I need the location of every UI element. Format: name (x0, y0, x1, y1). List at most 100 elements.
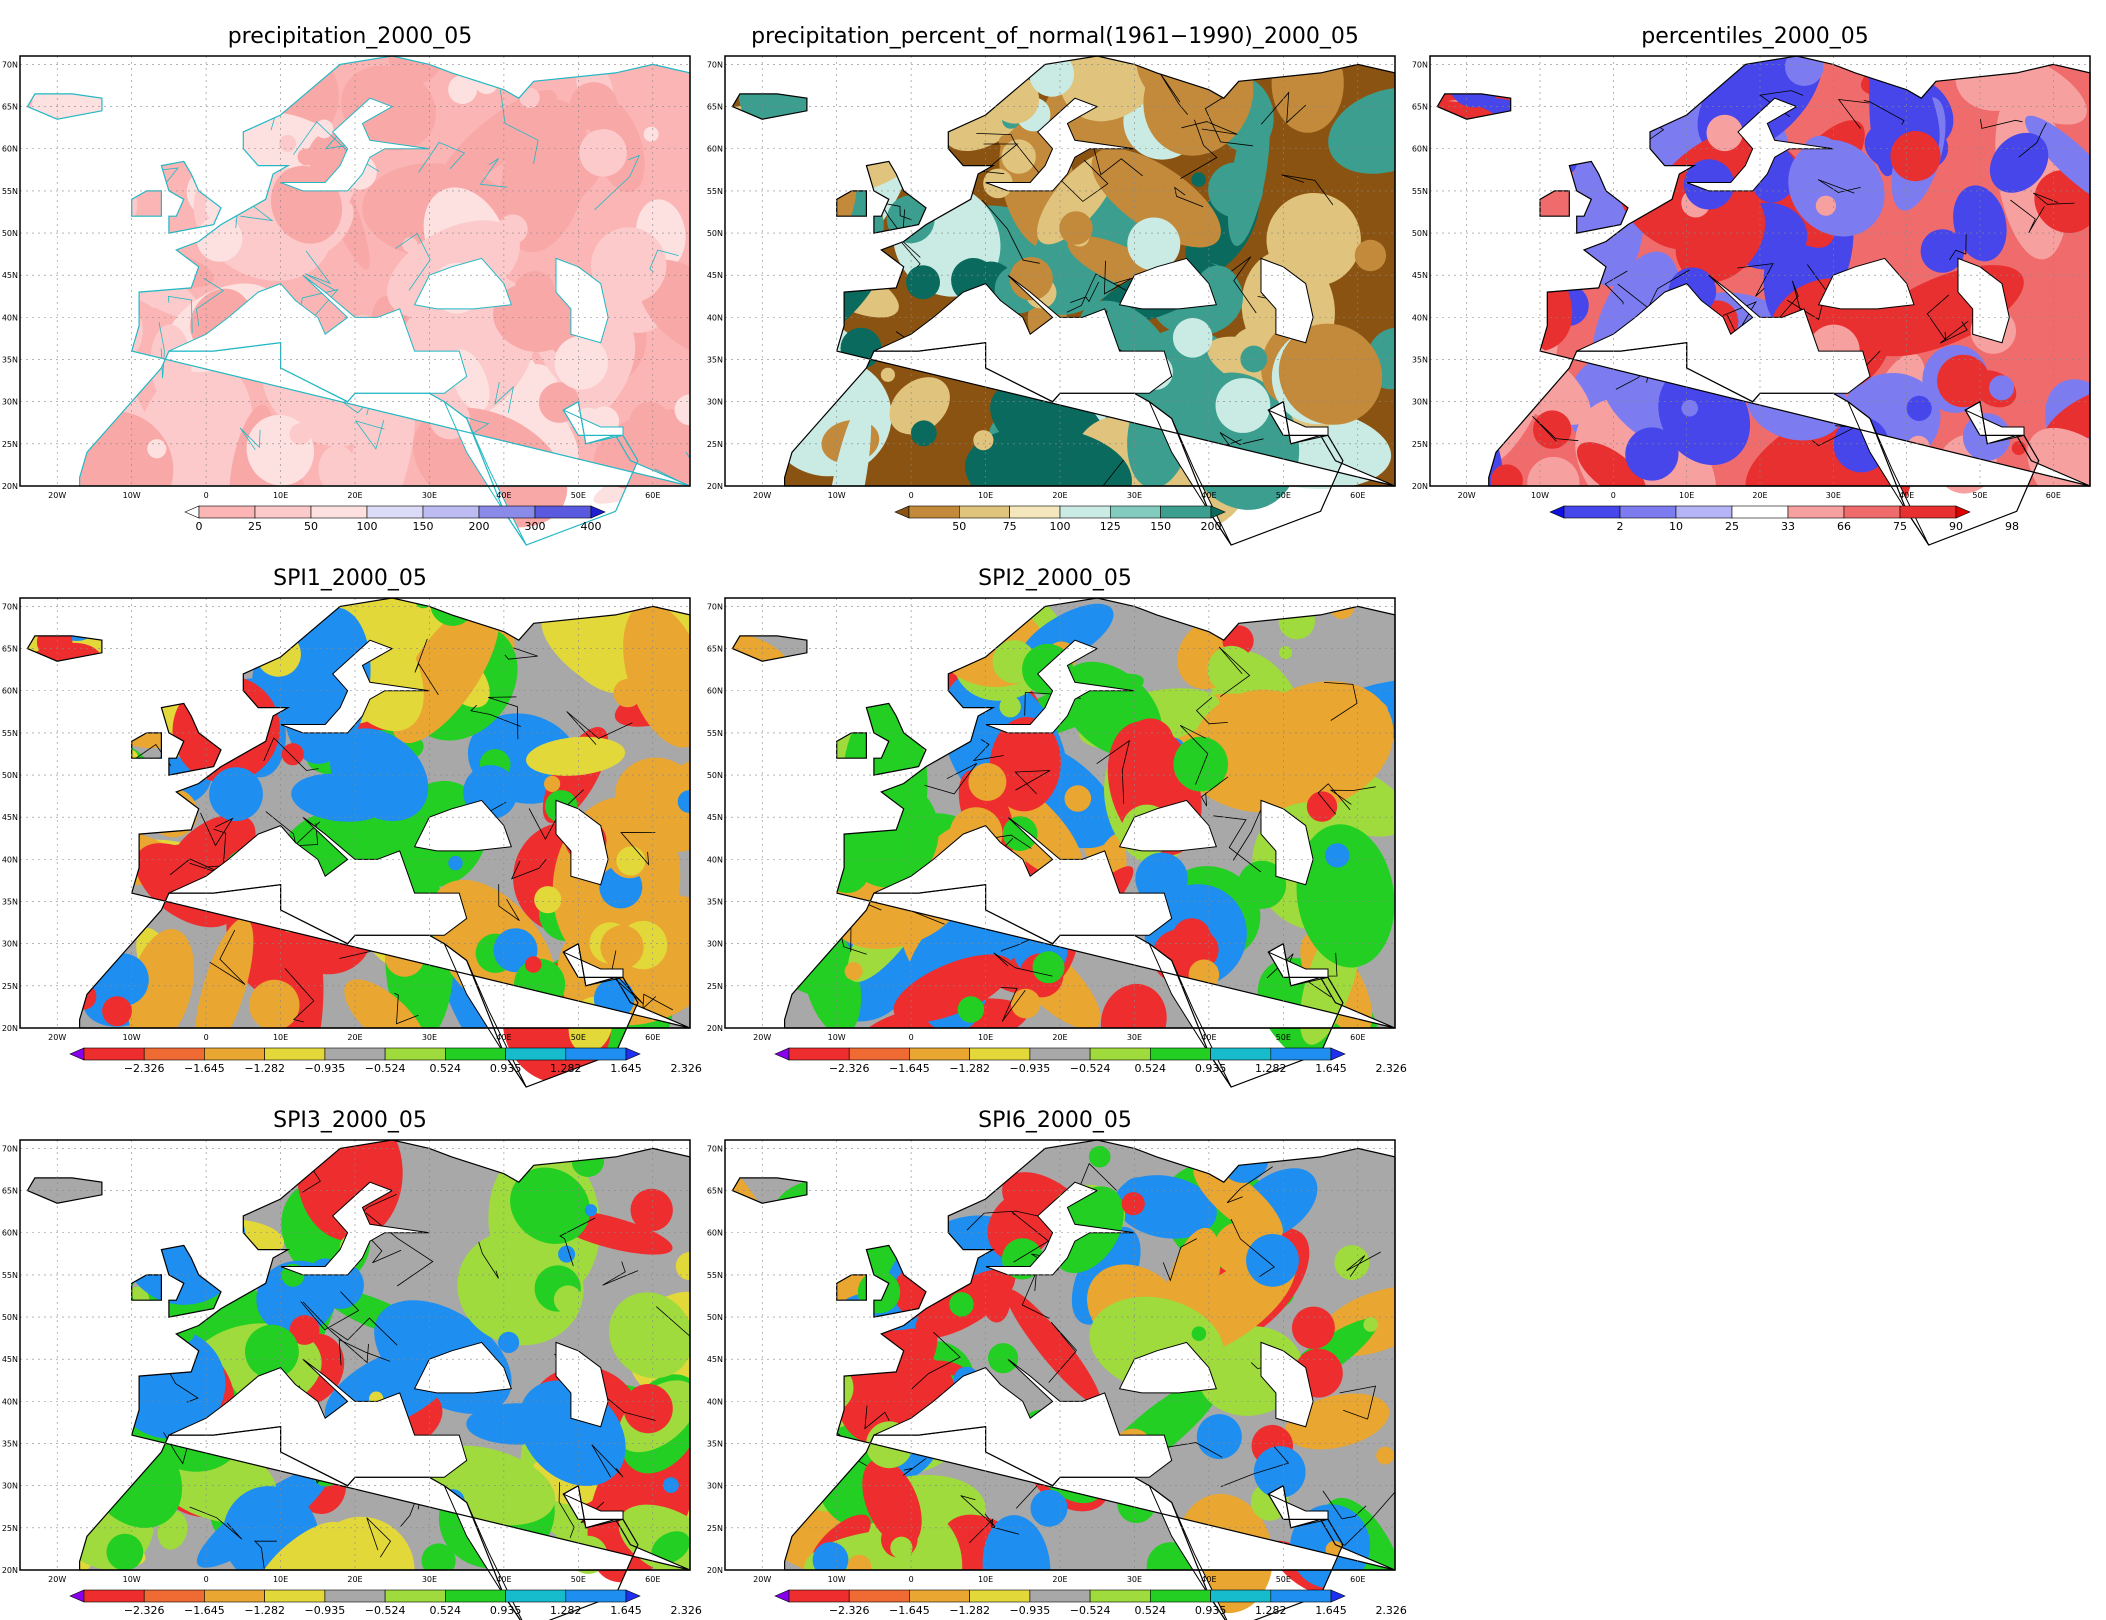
lat-label: 40N (707, 1397, 723, 1406)
lat-label: 20N (707, 1566, 723, 1575)
panel-title: percentiles_2000_05 (1641, 24, 1869, 49)
border-line (504, 647, 538, 660)
lon-label: 10E (273, 1575, 288, 1584)
field-blob (651, 1531, 690, 1564)
lat-label: 20N (2, 1024, 18, 1033)
lon-label: 20E (1752, 491, 1767, 500)
lon-label: 40E (496, 1575, 511, 1584)
sea-area (555, 257, 609, 344)
colorbar-segment (1675, 505, 1733, 519)
colorbar-label: 0.935 (490, 1062, 522, 1075)
border-line (2033, 192, 2075, 205)
field-blob (1296, 824, 1395, 968)
field-blob (1278, 323, 1383, 425)
panel-spi6: SPI6_2000_05 70N 65N 60N 55N 50N 45N 40N 35N 30N 2… (705, 1108, 1407, 1620)
panel-pct: precipitation_percent_of_normal(1961−199… (705, 24, 1405, 546)
colorbar-segment (1109, 505, 1161, 519)
colorbar-segment (444, 1589, 506, 1603)
lat-label: 40N (2, 1397, 18, 1406)
coastline (26, 635, 103, 662)
lon-label: 40E (496, 1033, 511, 1042)
coastline (1568, 160, 1629, 234)
colorbar-label: 0.524 (430, 1604, 462, 1617)
lon-label: 20W (753, 1575, 771, 1584)
lon-label: 10E (273, 491, 288, 500)
colorbar-label: 0.524 (1135, 1604, 1167, 1617)
border-line (510, 859, 547, 880)
border-line (654, 451, 691, 488)
colorbar-segment (1210, 1047, 1272, 1061)
lat-label: 20N (707, 1024, 723, 1033)
lat-label: 60N (2, 145, 18, 154)
border-line (498, 884, 520, 922)
colorbar-segment (894, 505, 910, 519)
border-line (528, 789, 584, 841)
lat-label: 65N (2, 1187, 18, 1196)
colorbar-label: 1.645 (610, 1062, 642, 1075)
lon-label: 30E (1127, 1575, 1142, 1584)
lat-label: 55N (2, 1271, 18, 1280)
field-blob (150, 324, 192, 403)
field-blob (981, 1275, 1011, 1323)
lat-label: 55N (707, 729, 723, 738)
colorbar-label: 2.326 (670, 1604, 702, 1617)
border-line (1021, 1271, 1050, 1319)
colorbar-segment (565, 1589, 627, 1603)
lat-label: 55N (707, 187, 723, 196)
lat-label: 50N (707, 1313, 723, 1322)
colorbar-label: 150 (1150, 520, 1171, 533)
border-line (1604, 270, 1628, 305)
panel-title: SPI3_2000_05 (273, 1108, 427, 1133)
coastline (1488, 55, 2091, 546)
lon-label: 50E (1276, 491, 1291, 500)
colorbar-segment (198, 505, 256, 519)
lon-label: 10W (1531, 491, 1549, 500)
lon-label: 20W (48, 1575, 66, 1584)
lat-label: 35N (2, 356, 18, 365)
lat-label: 50N (707, 229, 723, 238)
colorbar-segment (1160, 505, 1212, 519)
colorbar-segment (909, 1047, 970, 1061)
lon-label: 40E (1201, 491, 1216, 500)
colorbar-label: 25 (1725, 520, 1739, 533)
colorbar-label: 1.282 (550, 1604, 582, 1617)
lat-label: 60N (707, 687, 723, 696)
border-line (1260, 91, 1307, 125)
field-blob (1953, 185, 2007, 262)
colorbar-segment (1089, 1047, 1151, 1061)
border-line (1863, 100, 1905, 125)
colorbar-label: 1.282 (1255, 1604, 1287, 1617)
lat-label: 65N (707, 103, 723, 112)
colorbar-segment (324, 1047, 386, 1061)
map-plot: 70N 65N 60N 55N 50N 45N 40N 35N 30N 25N 20N 20W 10W 0… (707, 55, 1396, 546)
border-line (1000, 934, 1040, 952)
field-blob (987, 1190, 1055, 1261)
lat-label: 30N (2, 1482, 18, 1491)
lat-label: 70N (707, 602, 723, 611)
coastline (865, 160, 927, 234)
lon-label: 60E (645, 1575, 660, 1584)
colorbar-segment (83, 1589, 145, 1603)
field-blob (889, 377, 950, 435)
colorbar-segment (324, 1589, 386, 1603)
border-line (1092, 144, 1143, 177)
border-line (1346, 1251, 1381, 1277)
colorbar-label: 50 (952, 520, 966, 533)
colorbar-label: −0.935 (305, 1604, 346, 1617)
lat-label: 50N (2, 1313, 18, 1322)
field-blob (127, 929, 195, 1047)
colorbar-label: 66 (1837, 520, 1851, 533)
border-line (983, 143, 1019, 175)
border-line (1939, 320, 1969, 344)
field-blob (1271, 56, 1344, 133)
border-line (488, 696, 519, 740)
colorbar-label: −2.326 (829, 1062, 870, 1075)
field-blob (1193, 1161, 1283, 1240)
lon-label: 20W (48, 1033, 66, 1042)
border-line (1231, 256, 1257, 314)
field-blob (893, 954, 1014, 1023)
colorbar-label: 75 (1893, 520, 1907, 533)
colorbar-label: 1.645 (1315, 1604, 1347, 1617)
border-line (1532, 415, 1579, 442)
colorbar-segment (1029, 1589, 1091, 1603)
